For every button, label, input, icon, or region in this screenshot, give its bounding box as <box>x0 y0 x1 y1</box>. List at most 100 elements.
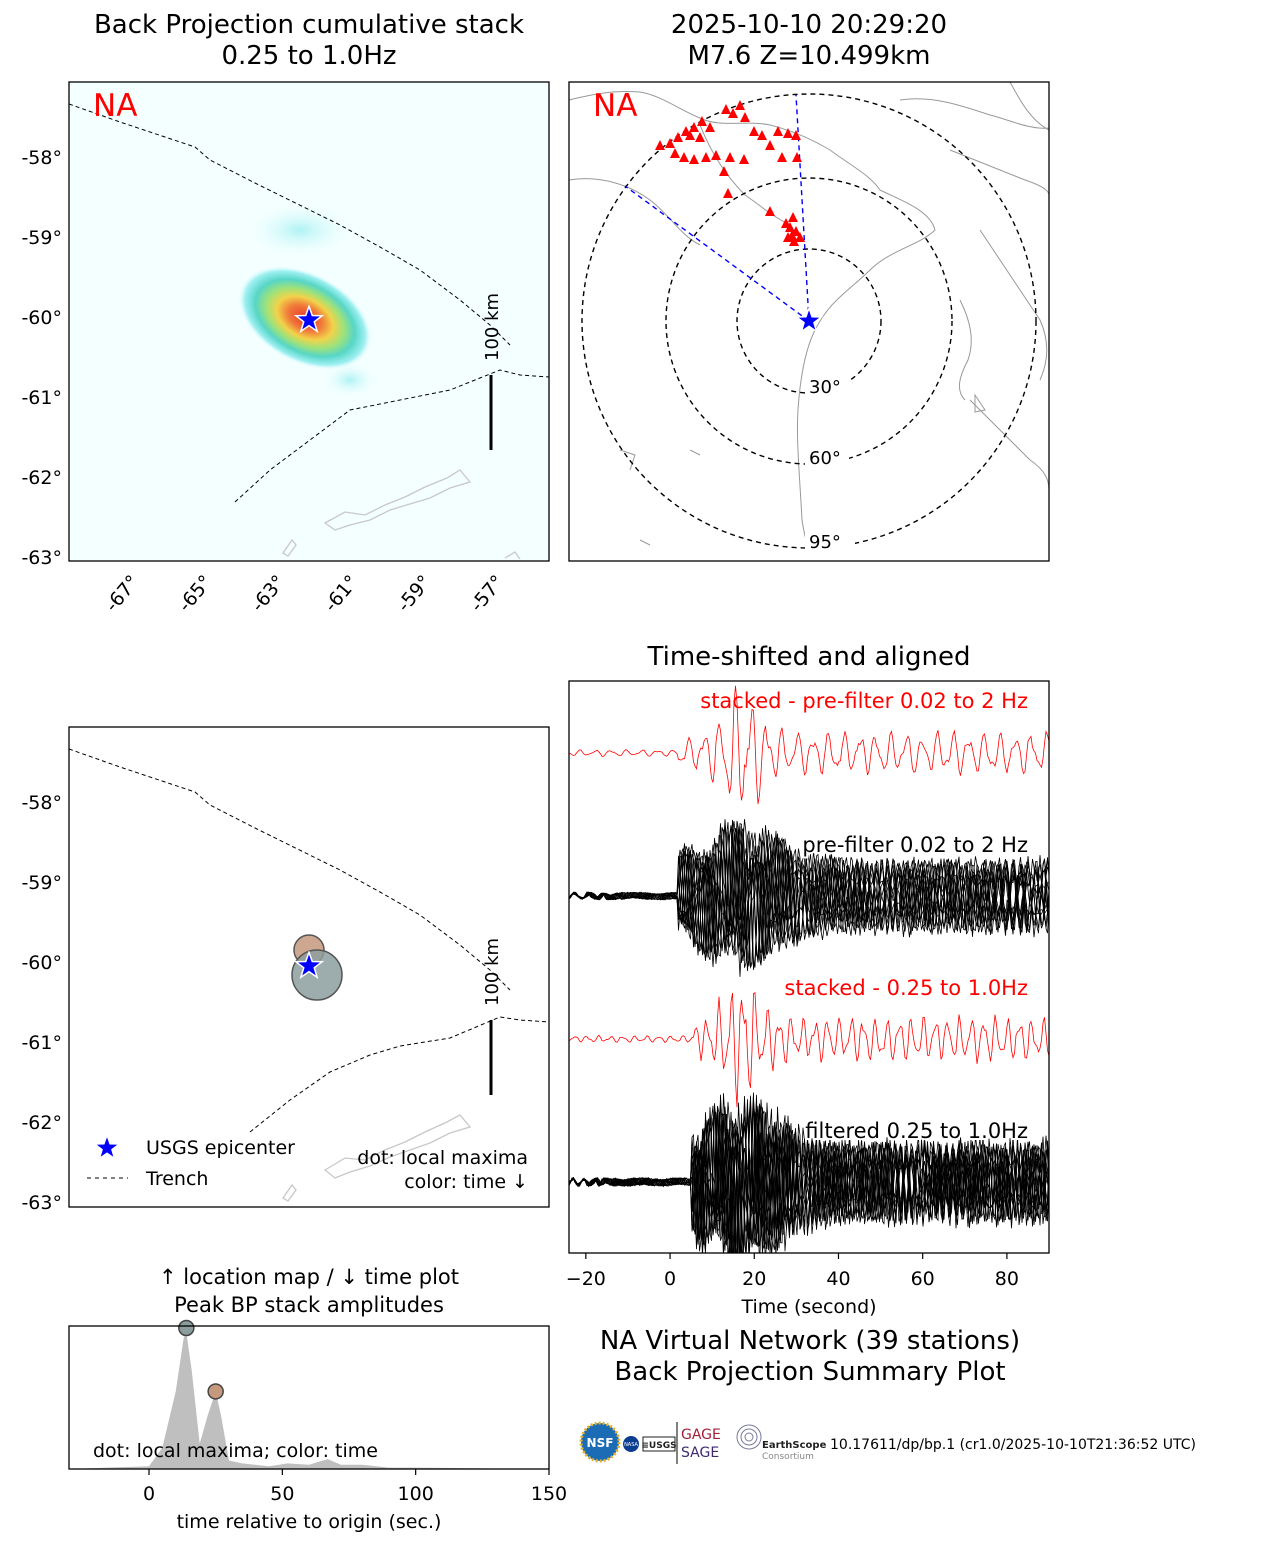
bp-lat-tick: -58° <box>21 147 62 169</box>
station-icon <box>673 132 683 142</box>
peak-plot-background <box>69 1326 549 1469</box>
summary-title: NA Virtual Network (39 stations) Back Pr… <box>560 1326 1060 1388</box>
summary-line2: Back Projection Summary Plot <box>614 1357 1006 1387</box>
legend-trench-label: Trench <box>145 1168 208 1190</box>
bp-lat-tick: -60° <box>21 307 62 329</box>
nsf-logo-icon: NSF <box>579 1421 621 1463</box>
label-stacked-filtered: stacked - 0.25 to 1.0Hz <box>784 976 1028 1000</box>
waveform-xlabel: Time (second) <box>740 1296 876 1318</box>
bp-trench-south <box>234 369 549 503</box>
bp-lon-tick: -57° <box>466 571 509 616</box>
bp-coastline-east <box>504 551 521 560</box>
event-map-title: 2025-10-10 20:29:20 M7.6 Z=10.499km <box>569 10 1049 72</box>
station-icon <box>689 122 699 132</box>
station-icon <box>665 138 675 148</box>
station-icon <box>749 126 759 136</box>
trace-stacked-filtered <box>569 992 1049 1108</box>
waveform-xtick-label: 80 <box>995 1268 1019 1290</box>
ring-label-95: 95° <box>809 532 841 553</box>
station-icon <box>685 130 695 140</box>
event-map-frame <box>568 81 1050 562</box>
waveform-xtick-label: 20 <box>742 1268 766 1290</box>
location-note-line1: dot: local maxima <box>357 1147 528 1169</box>
summary-line1: NA Virtual Network (39 stations) <box>599 1326 1021 1356</box>
peak-plot: dot: local maxima; color: time 0 50 100 150… <box>68 1319 567 1533</box>
waveform-traces <box>569 685 1049 1253</box>
nasa-logo-icon: NASA <box>623 1436 639 1452</box>
bp-lon-tick: -63° <box>247 571 290 616</box>
peak-area <box>69 1332 549 1469</box>
waveform-frame <box>568 680 1050 1254</box>
station-icon <box>670 148 680 158</box>
bp-lat-tick: -63° <box>21 547 62 569</box>
sage-logo-text: SAGE <box>681 1445 719 1461</box>
ring-label-bg <box>805 376 849 398</box>
waveform-xaxis: −20 0 20 40 60 80 <box>566 1253 1019 1290</box>
station-icon <box>739 154 749 164</box>
consortium-logo-text: Consortium <box>762 1452 814 1462</box>
waveform-xtick-label: 40 <box>826 1268 850 1290</box>
peak-xlabel: time relative to origin (sec.) <box>177 1511 442 1533</box>
peak-plot-title-line1: ↑ location map / ↓ time plot <box>159 1265 459 1289</box>
location-trench-north <box>69 748 511 991</box>
ring-95-deg <box>581 93 1037 549</box>
waveform-xtick-label: 60 <box>911 1268 935 1290</box>
peak-plot-title-line2: Peak BP stack amplitudes <box>174 1293 444 1317</box>
location-map: 100 km USGS epicenter Trench dot: local … <box>21 726 550 1214</box>
bp-lat-tick: -62° <box>21 467 62 489</box>
station-icon <box>735 100 745 110</box>
bp-lon-tick: -65° <box>174 571 217 616</box>
peak-xtick-label: 0 <box>143 1483 155 1505</box>
bp-lat-tick: -59° <box>21 227 62 249</box>
location-lat-tick: -62° <box>21 1112 62 1134</box>
peak-plot-frame <box>68 1325 550 1470</box>
bp-lat-tick: -61° <box>21 387 62 409</box>
bp-map-title: Back Projection cumulative stack 0.25 to… <box>68 10 550 72</box>
station-icon <box>787 230 797 240</box>
ring-60-deg <box>665 177 953 465</box>
peak-amplitude-area <box>69 1332 549 1469</box>
bp-coastline-peninsula <box>282 538 297 557</box>
location-lat-tick: -61° <box>21 1032 62 1054</box>
station-icon <box>740 112 750 122</box>
station-markers <box>655 100 805 246</box>
station-icon <box>695 132 705 142</box>
doi-text: 10.17611/dp/bp.1 (cr1.0/2025-10-10T21:36… <box>830 1437 1196 1453</box>
station-icon <box>791 130 801 140</box>
label-stacked-prefilter: stacked - pre-filter 0.02 to 2 Hz <box>700 689 1028 713</box>
station-icon <box>689 154 699 164</box>
event-ring-labels: 30° 60° 95° <box>805 376 855 561</box>
bp-lat-ticks: -58° -59° -60° -61° -62° -63° <box>21 147 62 569</box>
bp-map: NA 100 km -58° -59° -60° -61° -62° -63° … <box>21 81 550 616</box>
bp-lon-tick: -61° <box>320 571 363 616</box>
station-icon <box>728 108 738 118</box>
peak-xtick-label: 50 <box>270 1483 294 1505</box>
label-filtered: filtered 0.25 to 1.0Hz <box>805 1119 1028 1143</box>
waveform-xtick-label: 0 <box>664 1268 676 1290</box>
location-lat-tick: -59° <box>21 872 62 894</box>
station-icon <box>701 152 711 162</box>
bp-map-title-line1: Back Projection cumulative stack <box>93 10 525 40</box>
earthscope-logo-text: EarthScope <box>762 1440 827 1451</box>
waveform-panel: stacked - pre-filter 0.02 to 2 Hz pre-fi… <box>566 680 1050 1318</box>
station-icon <box>781 218 791 228</box>
event-network-label: NA <box>593 88 637 124</box>
station-icon <box>679 152 689 162</box>
bp-map-title-line2: 0.25 to 1.0Hz <box>221 41 397 71</box>
location-lat-tick: -58° <box>21 792 62 814</box>
station-icon <box>757 130 767 140</box>
waveform-title: Time-shifted and aligned <box>647 642 971 672</box>
station-icon <box>777 152 787 162</box>
legend-epicenter-label: USGS epicenter <box>146 1137 295 1159</box>
bp-lon-tick: -59° <box>393 571 436 616</box>
peak-note: dot: local maxima; color: time <box>93 1440 378 1462</box>
event-map-title-line1: 2025-10-10 20:29:20 <box>670 10 948 40</box>
station-icon <box>725 152 735 162</box>
station-icon <box>721 104 731 114</box>
station-icon <box>711 150 721 160</box>
location-coastline-peninsula <box>282 1183 297 1202</box>
trace-prefilter <box>569 825 1049 963</box>
peak-xtick-label: 150 <box>531 1483 567 1505</box>
ring-label-bg <box>805 531 855 561</box>
azimuth-line-west <box>624 185 810 322</box>
